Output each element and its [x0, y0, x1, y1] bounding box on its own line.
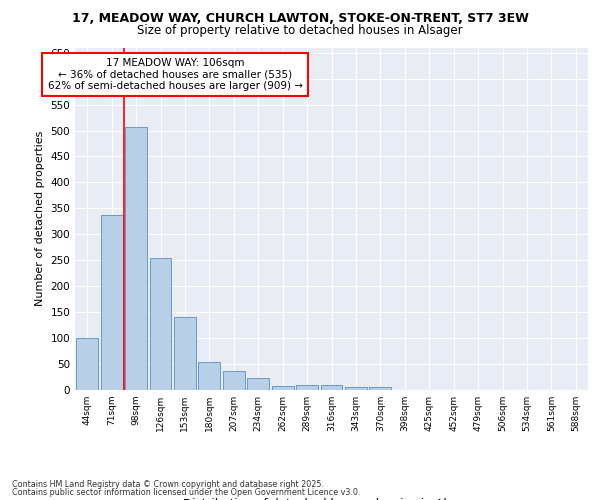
Bar: [320, 385, 343, 390]
Y-axis label: Number of detached properties: Number of detached properties: [35, 131, 45, 306]
Text: Size of property relative to detached houses in Alsager: Size of property relative to detached ho…: [137, 24, 463, 37]
Bar: [149, 258, 172, 390]
Text: Contains public sector information licensed under the Open Government Licence v3: Contains public sector information licen…: [12, 488, 361, 497]
Text: 17, MEADOW WAY, CHURCH LAWTON, STOKE-ON-TRENT, ST7 3EW: 17, MEADOW WAY, CHURCH LAWTON, STOKE-ON-…: [71, 12, 529, 26]
Bar: [272, 386, 293, 390]
Bar: [76, 338, 98, 390]
Bar: [174, 318, 196, 390]
Bar: [101, 214, 122, 390]
Bar: [199, 362, 220, 390]
Text: Contains HM Land Registry data © Crown copyright and database right 2025.: Contains HM Land Registry data © Crown c…: [12, 480, 324, 489]
Bar: [296, 385, 318, 390]
Bar: [370, 388, 391, 390]
Bar: [125, 127, 147, 390]
Bar: [223, 371, 245, 390]
Text: 17 MEADOW WAY: 106sqm
← 36% of detached houses are smaller (535)
62% of semi-det: 17 MEADOW WAY: 106sqm ← 36% of detached …: [47, 58, 302, 91]
Bar: [247, 378, 269, 390]
X-axis label: Distribution of detached houses by size in Alsager: Distribution of detached houses by size …: [183, 498, 480, 500]
Bar: [345, 388, 367, 390]
